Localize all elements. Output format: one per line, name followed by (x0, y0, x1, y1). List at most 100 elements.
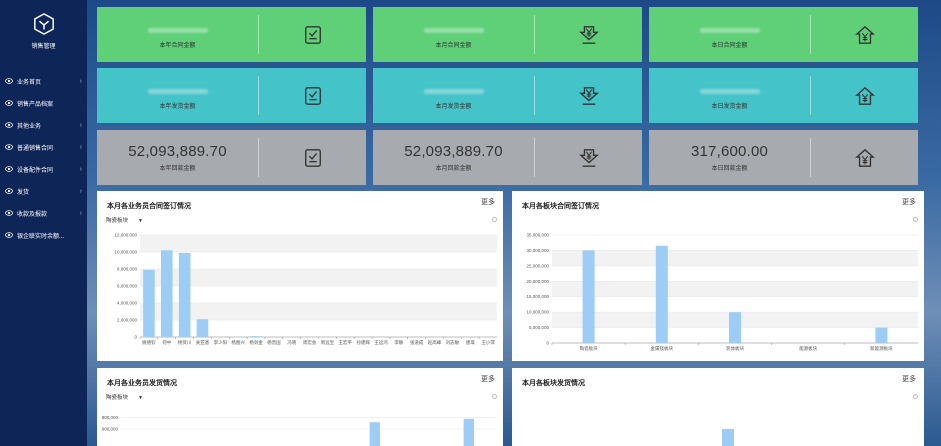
chart-tool-icon[interactable] (492, 217, 497, 222)
brand: 销售管理 (0, 0, 87, 62)
x-tick-label: 张道成 (410, 339, 424, 346)
x-tick-label: 新能源板块 (870, 345, 893, 352)
x-tick-label: 孙建辉 (356, 339, 370, 346)
y-tick-label: 6,000,000 (117, 284, 138, 289)
eye-icon (5, 122, 13, 128)
sidebar-item[interactable]: 发货 › (0, 180, 87, 202)
divider (258, 76, 259, 115)
divider (810, 138, 811, 177)
sidebar-item-label: 普通销售合同 (17, 145, 54, 152)
chevron-right-icon: › (79, 209, 82, 217)
bar (160, 250, 173, 337)
stat-label: 本月合同金额 (435, 43, 472, 49)
grid-band (140, 269, 497, 286)
yen-house-icon (854, 148, 875, 167)
segment-select-value: 陶瓷板块 (106, 218, 129, 224)
sidebar-item[interactable]: 销售产品档案 (0, 92, 87, 114)
grid-band (140, 235, 497, 252)
stat-card: 本年合同金额 (97, 7, 366, 62)
y-tick-label: 30,000,000 (526, 248, 549, 253)
sidebar-menu: 业务首页 › 销售产品档案 其他业务 › 普通销售合同 › 设备配件合同 › 发货 › 收款及报款 › 银… (0, 70, 87, 246)
bar (729, 312, 741, 343)
sidebar-item[interactable]: 其他业务 › (0, 114, 87, 136)
stat-card: 本月合同金额 (373, 7, 642, 62)
x-tick-label: 陶瓷板块 (580, 345, 598, 352)
eye-icon (5, 166, 13, 172)
stat-label: 本月回款金额 (435, 166, 472, 172)
bar (463, 418, 474, 446)
bar (178, 252, 191, 337)
panel-salesperson-contracts: 本月各业务员合同签订情况 更多 陶瓷板块 ▼ 0 2,000,000 4,000,00… (97, 191, 503, 361)
grid-band (552, 281, 918, 297)
panel-segment-contracts: 本月各板块合同签订情况 更多 0 5,000,000 10,000,000 15,00… (512, 191, 924, 361)
x-tick-label: 周远宝 (321, 339, 335, 346)
sidebar-item[interactable]: 设备配件合同 › (0, 158, 87, 180)
x-tick-label: 杨图兴 (231, 339, 245, 346)
stat-card: 317,600.00 本日回款金额 (649, 130, 918, 185)
stat-label: 本日回款金额 (711, 166, 748, 172)
x-tick-label: 杨贤川 (178, 339, 192, 346)
segment-select[interactable]: 陶瓷板块 ▼ (106, 216, 143, 224)
divider (258, 138, 259, 177)
logo-icon (33, 12, 54, 35)
eye-icon (5, 188, 13, 194)
stat-label: 本月发货金额 (435, 104, 472, 110)
stat-label: 本年合同金额 (159, 43, 196, 49)
panel-title: 本月各板块合同签订情况 (522, 203, 599, 210)
more-link[interactable]: 更多 (902, 199, 916, 206)
chart-tool-icon[interactable] (492, 394, 497, 399)
sidebar-item-label: 业务首页 (17, 79, 42, 86)
y-tick-label: 0 (546, 341, 549, 346)
x-tick-label: 王小萍 (481, 339, 495, 346)
stat-card: 本日发货金额 (649, 68, 918, 123)
x-tick-label: 金属镁板块 (651, 345, 674, 352)
stat-card: 本月发货金额 (373, 68, 642, 123)
more-link[interactable]: 更多 (481, 199, 495, 206)
bar-chart: 0 2,000,000 4,000,000 6,000,000 8,000,000 10,… (114, 233, 497, 346)
stat-label: 本日合同金额 (711, 43, 748, 49)
eye-icon (5, 144, 13, 150)
brand-name: 销售管理 (31, 43, 56, 50)
y-tick-label: 12,000,000 (114, 233, 137, 238)
grid-band (552, 250, 918, 266)
chevron-right-icon: › (79, 187, 82, 195)
sidebar-item[interactable]: 普通销售合同 › (0, 136, 87, 158)
chevron-right-icon: › (79, 165, 82, 173)
bar (369, 422, 380, 446)
sidebar-item-label: 收款及报款 (17, 211, 48, 218)
bar (250, 336, 262, 337)
stat-value-obscured (699, 81, 760, 99)
stat-value: 52,093,889.70 (404, 143, 503, 160)
chart-tool-icon[interactable] (913, 217, 918, 222)
eye-icon (5, 210, 13, 216)
y-tick-label: 800,000 (102, 415, 119, 420)
caret-down-icon: ▼ (138, 218, 143, 224)
eye-icon (5, 78, 13, 84)
eye-icon (5, 232, 13, 238)
more-link[interactable]: 更多 (481, 376, 495, 383)
panel-title: 本月各业务员合同签订情况 (107, 203, 191, 210)
sidebar-item[interactable]: 收款及报款 › (0, 202, 87, 224)
divider (810, 15, 811, 54)
x-tick-label: 何中 (162, 339, 171, 346)
stat-label: 本年回款金额 (159, 166, 196, 172)
divider (258, 15, 259, 54)
more-link[interactable]: 更多 (902, 376, 916, 383)
x-tick-label: 王远鸿 (374, 339, 388, 346)
stat-label: 本年发货金额 (159, 104, 196, 110)
bar (196, 319, 209, 337)
segment-select[interactable]: 陶瓷板块 ▼ (106, 393, 143, 401)
eye-icon (5, 100, 13, 106)
chart-tool-icon[interactable] (913, 394, 918, 399)
x-tick-label: 李少阳 (214, 339, 228, 346)
y-tick-label: 35,000,000 (526, 233, 549, 238)
sidebar-item[interactable]: 业务首页 › (0, 70, 87, 92)
bar (875, 327, 888, 343)
yen-arrow-down-icon (578, 86, 599, 105)
sidebar-item[interactable]: 银企联实时余额... (0, 224, 87, 246)
sidebar-item-label: 银企联实时余额... (17, 233, 65, 240)
x-tick-label: 周宏会 (303, 339, 317, 346)
bar (143, 269, 155, 337)
x-tick-label: 李静 (394, 339, 403, 345)
